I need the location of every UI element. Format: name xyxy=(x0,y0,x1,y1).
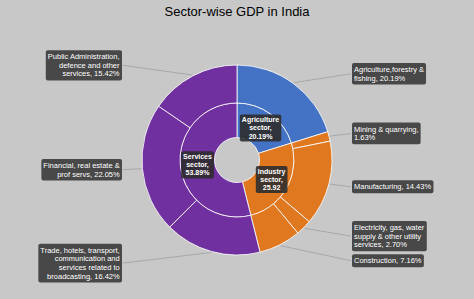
inner-label-line: 20.19% xyxy=(249,133,274,140)
outer-label-line: fishing, 20.19% xyxy=(354,74,406,83)
outer-label-line: Construction, 7.16% xyxy=(354,256,422,265)
outer-label-box xyxy=(352,63,426,85)
title: Sector-wise GDP in India xyxy=(165,4,311,19)
outer-label-group: Construction, 7.16% xyxy=(352,254,424,267)
outer-label-box xyxy=(38,244,122,283)
outer-label: Mining & quarrying,1.63% xyxy=(354,125,419,143)
outer-label-box xyxy=(352,123,421,145)
outer-label-group: Financial, real estate &prof servs, 22.0… xyxy=(41,159,122,181)
outer-label-box xyxy=(352,180,433,193)
inner-label: Agriculturesector,20.19% xyxy=(242,116,279,139)
inner-label-box xyxy=(256,166,288,193)
inner-label-line: sector, xyxy=(260,176,283,184)
inner-label-box xyxy=(181,151,214,178)
outer-label: Manufacturing, 14.43% xyxy=(354,182,431,191)
outer-label: Agriculture,forestry &fishing, 20.19% xyxy=(354,65,424,83)
outer-label-group: Public Administration,defence and others… xyxy=(46,50,122,80)
inner-label-group: Servicessector,53.89% xyxy=(181,151,214,178)
inner-label-line: 53.89% xyxy=(186,169,211,176)
outer-label-line: services, 2.70% xyxy=(354,240,407,249)
inner-label-line: Agriculture xyxy=(242,116,279,124)
inner-label: Industrysector,25.92 xyxy=(258,168,286,191)
background xyxy=(0,0,474,299)
outer-label-line: Manufacturing, 14.43% xyxy=(354,182,431,191)
outer-label-box xyxy=(41,159,122,181)
outer-label-line: prof servs, 22.05% xyxy=(57,170,120,179)
inner-label-line: sector, xyxy=(186,161,209,169)
rings xyxy=(142,65,332,255)
inner-label-line: 25.92 xyxy=(263,184,281,191)
outer-slice xyxy=(159,65,237,128)
outer-label-group: Electricity, gas, watersupply & other ut… xyxy=(352,221,427,251)
outer-label-line: 1.63% xyxy=(354,133,376,142)
outer-label: Financial, real estate &prof servs, 22.0… xyxy=(43,161,120,179)
inner-label-box xyxy=(240,114,281,141)
outer-label-line: broadcasting, 16.42% xyxy=(47,272,120,281)
inner-label-line: sector, xyxy=(249,124,272,132)
connector xyxy=(304,228,351,236)
outer-label: Public Administration,defence and others… xyxy=(48,52,120,78)
outer-label: Trade, hotels, transport,communication a… xyxy=(40,246,120,281)
outer-label-group: Trade, hotels, transport,communication a… xyxy=(38,244,122,283)
connector xyxy=(123,168,141,170)
outer-label-box xyxy=(352,221,427,251)
outer-label: Electricity, gas, watersupply & other ut… xyxy=(354,223,425,249)
outer-label-box xyxy=(46,50,122,80)
connector xyxy=(294,74,351,83)
inner-label-line: Industry xyxy=(258,168,286,176)
inner-label-group: Industrysector,25.92 xyxy=(256,166,288,193)
inner-label-line: Services xyxy=(183,153,212,160)
labels: Agriculturesector,20.19%Industrysector,2… xyxy=(38,50,433,282)
outer-slice xyxy=(237,65,328,143)
connector xyxy=(123,65,192,75)
chart-container: Sector-wise GDP in IndiaAgriculturesecto… xyxy=(0,0,474,299)
connector xyxy=(330,133,351,136)
outer-label-line: services, 15.42% xyxy=(62,69,119,78)
outer-label-group: Agriculture,forestry &fishing, 20.19% xyxy=(352,63,426,85)
chart-svg: Sector-wise GDP in IndiaAgriculturesecto… xyxy=(0,0,474,299)
outer-label-box xyxy=(352,254,424,267)
inner-label-group: Agriculturesector,20.19% xyxy=(240,114,281,141)
inner-label: Servicessector,53.89% xyxy=(183,153,212,176)
outer-label-group: Manufacturing, 14.43% xyxy=(352,180,433,193)
connector xyxy=(123,252,211,263)
outer-label: Construction, 7.16% xyxy=(354,256,422,265)
outer-label-group: Mining & quarrying,1.63% xyxy=(352,123,421,145)
connectors xyxy=(123,65,351,263)
connector xyxy=(280,246,351,261)
connector xyxy=(330,184,351,187)
